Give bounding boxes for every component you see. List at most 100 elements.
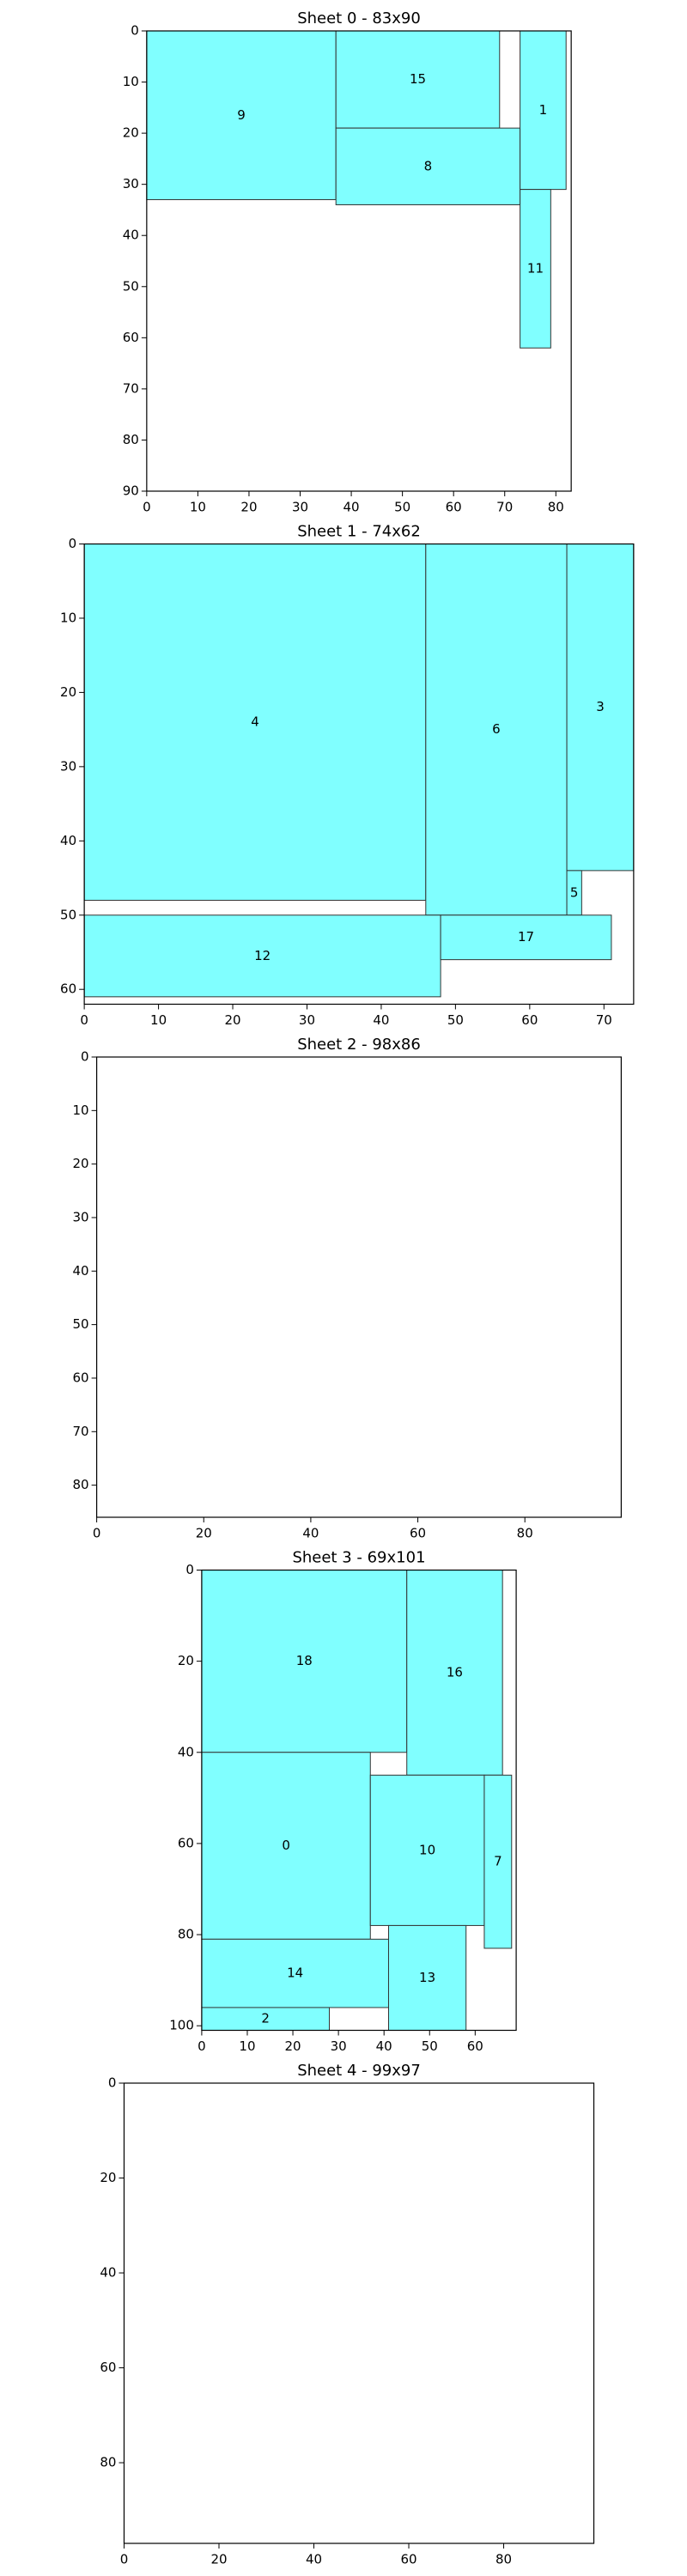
y-tick-label: 60 xyxy=(60,981,76,997)
rect-label: 10 xyxy=(419,1842,435,1857)
x-tick-label: 0 xyxy=(120,2552,129,2567)
rect-label: 14 xyxy=(287,1965,303,1981)
x-tick-label: 20 xyxy=(210,2552,227,2567)
x-tick-label: 70 xyxy=(596,1012,612,1028)
x-tick-label: 60 xyxy=(410,1526,426,1541)
rect-label: 9 xyxy=(237,107,246,123)
rect-label: 15 xyxy=(410,71,426,87)
axes-frame xyxy=(123,2082,595,2544)
y-tick-label: 50 xyxy=(73,1316,89,1332)
x-tick-label: 0 xyxy=(143,500,151,515)
x-tick-label: 60 xyxy=(467,2038,483,2054)
x-tick-label: 10 xyxy=(150,1012,167,1028)
subplot: Sheet 1 - 74x62 4 6 3 5 12 17 0 10 20 30 40 50 60 70 0 1… xyxy=(60,523,635,1028)
y-tick-label: 60 xyxy=(73,1370,89,1385)
y-tick-label: 20 xyxy=(73,1156,89,1171)
x-tick-label: 20 xyxy=(196,1526,212,1541)
y-tick-label: 40 xyxy=(60,833,76,848)
rect-label: 12 xyxy=(254,948,271,963)
rect-label: 6 xyxy=(492,721,501,737)
packed-rect xyxy=(520,189,551,349)
y-tick-label: 20 xyxy=(178,1653,194,1668)
x-tick-label: 20 xyxy=(224,1012,240,1028)
x-tick-label: 0 xyxy=(93,1526,101,1541)
packed-rect xyxy=(83,544,427,901)
x-tick-label: 30 xyxy=(299,1012,315,1028)
packed-rect xyxy=(387,1924,467,2032)
y-tick-label: 60 xyxy=(123,330,139,345)
packed-rect xyxy=(369,1774,485,1926)
x-tick-label: 40 xyxy=(376,2038,392,2054)
subplot: Sheet 4 - 99x97 0 20 40 60 80 0 20 40 60 80 xyxy=(100,2062,595,2567)
subplot-title: Sheet 1 - 74x62 xyxy=(297,523,421,541)
y-tick-label: 10 xyxy=(60,610,76,625)
packed-rect xyxy=(566,544,635,872)
x-tick-label: 80 xyxy=(517,1526,533,1541)
subplot: Sheet 2 - 98x86 0 20 40 60 80 0 10 20 30 40 50 60 70 8… xyxy=(73,1036,622,1541)
rect-label: 18 xyxy=(296,1653,313,1668)
rect-label: 16 xyxy=(447,1664,463,1680)
y-tick-label: 100 xyxy=(169,2018,194,2033)
packed-rect xyxy=(335,127,521,205)
y-tick-label: 60 xyxy=(100,2360,116,2375)
x-tick-label: 70 xyxy=(496,500,513,515)
packed-rect xyxy=(483,1774,513,1949)
y-tick-label: 40 xyxy=(123,228,139,243)
x-tick-label: 50 xyxy=(394,500,410,515)
y-tick-label: 0 xyxy=(185,1562,194,1577)
y-tick-label: 80 xyxy=(73,1477,89,1492)
y-tick-label: 30 xyxy=(123,176,139,191)
rect-label: 17 xyxy=(518,929,534,945)
x-tick-label: 40 xyxy=(302,1526,319,1541)
y-tick-label: 40 xyxy=(73,1263,89,1279)
subplot-title: Sheet 0 - 83x90 xyxy=(297,9,421,27)
x-tick-label: 60 xyxy=(446,500,462,515)
x-tick-label: 50 xyxy=(422,2038,438,2054)
y-tick-label: 10 xyxy=(73,1103,89,1118)
y-tick-label: 90 xyxy=(123,483,139,499)
packed-rect xyxy=(440,914,612,961)
y-tick-label: 20 xyxy=(100,2170,116,2185)
rect-label: 7 xyxy=(494,1854,502,1869)
y-tick-label: 30 xyxy=(73,1209,89,1224)
packed-rect xyxy=(335,30,501,129)
y-tick-label: 50 xyxy=(123,278,139,294)
packed-rect xyxy=(406,1570,503,1776)
x-tick-label: 10 xyxy=(190,500,206,515)
y-tick-label: 50 xyxy=(60,907,76,922)
y-tick-label: 70 xyxy=(123,380,139,396)
packed-rect xyxy=(201,1938,389,2008)
x-tick-label: 60 xyxy=(521,1012,538,1028)
axes-frame xyxy=(201,1569,517,2032)
x-tick-label: 20 xyxy=(285,2038,301,2054)
x-tick-label: 40 xyxy=(344,500,360,515)
y-tick-label: 0 xyxy=(131,23,139,39)
y-tick-label: 0 xyxy=(108,2075,117,2091)
subplot-title: Sheet 2 - 98x86 xyxy=(297,1036,421,1054)
rect-label: 1 xyxy=(539,102,548,118)
rect-label: 0 xyxy=(282,1838,290,1853)
y-tick-label: 80 xyxy=(100,2455,116,2470)
x-tick-label: 0 xyxy=(80,1012,88,1028)
y-tick-label: 40 xyxy=(178,1744,194,1759)
x-tick-label: 50 xyxy=(447,1012,464,1028)
packed-rect xyxy=(83,914,441,998)
subplot-title: Sheet 3 - 69x101 xyxy=(292,1549,425,1567)
packed-rect xyxy=(201,1752,371,1940)
rect-label: 2 xyxy=(261,2011,270,2026)
x-tick-label: 0 xyxy=(198,2038,206,2054)
y-tick-label: 0 xyxy=(69,536,77,551)
x-tick-label: 20 xyxy=(240,500,257,515)
y-tick-label: 80 xyxy=(178,1927,194,1942)
rect-label: 13 xyxy=(419,1970,435,1985)
rect-label: 3 xyxy=(596,699,605,714)
y-tick-label: 10 xyxy=(123,74,139,89)
subplot-title: Sheet 4 - 99x97 xyxy=(297,2062,421,2080)
packed-rect xyxy=(201,1570,408,1753)
x-tick-label: 30 xyxy=(292,500,308,515)
y-tick-label: 40 xyxy=(100,2265,116,2281)
axes-frame xyxy=(146,30,572,492)
